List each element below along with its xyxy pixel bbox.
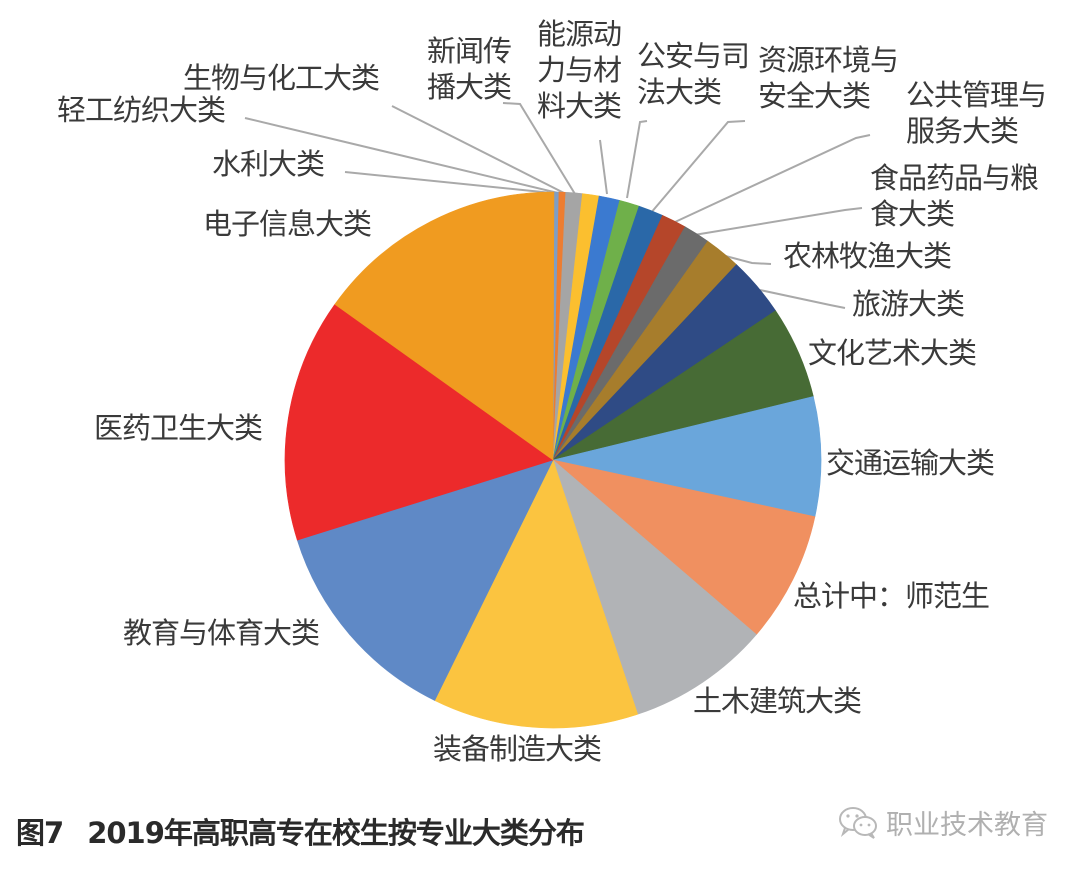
slice-label: 装备制造大类 bbox=[433, 732, 602, 766]
leader-line bbox=[717, 253, 772, 265]
slice-label: 土木建筑大类 bbox=[693, 684, 862, 718]
pie-slice bbox=[334, 191, 555, 461]
pie-slice bbox=[434, 459, 639, 729]
slice-label: 生物与化工大类 bbox=[183, 61, 380, 95]
leader-line bbox=[759, 289, 846, 309]
leader-line bbox=[244, 117, 559, 194]
slice-label: 总计中：师范生 bbox=[793, 579, 990, 613]
pie-slices bbox=[284, 191, 822, 729]
figure-number: 图7 bbox=[16, 816, 64, 850]
slice-label: 交通运输大类 bbox=[826, 446, 995, 480]
watermark-text: 职业技术教育 bbox=[886, 810, 1048, 841]
watermark: 职业技术教育 bbox=[838, 803, 1048, 842]
slice-label: 水利大类 bbox=[212, 147, 325, 181]
slice-label: 新闻传 播大类 bbox=[427, 34, 512, 104]
slice-label: 旅游大类 bbox=[852, 287, 965, 321]
slice-label: 教育与体育大类 bbox=[123, 616, 320, 650]
slice-label: 公安与司 法大类 bbox=[637, 39, 750, 109]
slice-label: 资源环境与 安全大类 bbox=[758, 43, 899, 113]
slice-label: 轻工纺织大类 bbox=[57, 93, 226, 127]
pie-slice bbox=[552, 459, 816, 635]
leader-line bbox=[599, 139, 608, 195]
slice-label: 食品药品与粮 食大类 bbox=[870, 161, 1039, 231]
slice-label: 农林牧渔大类 bbox=[783, 239, 952, 273]
leader-line bbox=[649, 120, 746, 215]
pie-slice bbox=[284, 303, 554, 541]
slice-label: 医药卫生大类 bbox=[94, 411, 263, 445]
leader-line bbox=[391, 105, 567, 195]
figure-caption: 图7 2019年高职高专在校生按专业大类分布 bbox=[16, 810, 585, 852]
leader-line bbox=[626, 120, 648, 199]
leader-lines bbox=[244, 102, 871, 309]
slice-label: 能源动 力与材 料大类 bbox=[537, 17, 622, 123]
slice-label: 文化艺术大类 bbox=[808, 336, 977, 370]
leader-line bbox=[344, 171, 553, 194]
leader-line bbox=[502, 102, 576, 195]
pie-slice bbox=[552, 396, 822, 518]
slice-label: 公共管理与 服务大类 bbox=[906, 78, 1047, 148]
leader-line bbox=[674, 134, 871, 223]
figure-title: 2019年高职高专在校生按专业大类分布 bbox=[87, 816, 585, 850]
pie-chart bbox=[244, 102, 871, 729]
leader-line bbox=[693, 207, 863, 236]
pie-slice bbox=[552, 459, 757, 715]
wechat-icon bbox=[839, 806, 877, 839]
slice-label: 电子信息大类 bbox=[203, 207, 372, 241]
